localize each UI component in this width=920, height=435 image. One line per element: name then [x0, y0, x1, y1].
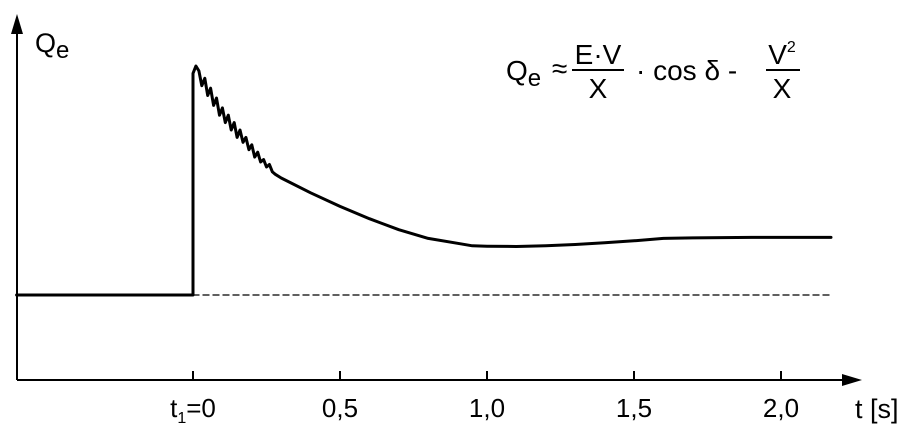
x-tick-label-0-suffix: =0 — [186, 393, 216, 423]
x-axis-arrowhead — [842, 374, 862, 386]
equation-lhs: Qe — [506, 55, 541, 92]
y-axis-label-main: Q — [35, 28, 56, 58]
equation-fraction1-denominator: X — [589, 73, 608, 104]
x-tick-label-0: t1=0 — [170, 393, 216, 427]
equation-fraction2-numerator-base: V — [768, 39, 787, 70]
x-tick-label-4: 2,0 — [763, 393, 799, 423]
equation-lhs-main: Q — [506, 55, 528, 86]
equation-fraction1-numerator: E·V — [575, 39, 622, 70]
x-tick-label-2: 1,0 — [469, 393, 505, 423]
x-axis-ticks: t1=0 0,5 1,0 1,5 2,0 — [170, 371, 799, 427]
equation-fraction2-exponent: 2 — [787, 39, 796, 56]
qe-response-curve — [15, 64, 833, 297]
equation-fraction2-denominator: X — [773, 73, 792, 104]
equation-fraction2-numerator: V2 — [768, 39, 796, 70]
series-group — [15, 64, 833, 297]
y-axis-arrowhead — [11, 14, 23, 34]
y-axis-label: Qe — [35, 28, 69, 64]
y-axis-label-subscript: e — [56, 37, 69, 64]
x-tick-label-3: 1,5 — [616, 393, 652, 423]
equation-lhs-subscript: e — [528, 65, 541, 92]
x-axis-label: t [s] — [855, 394, 899, 424]
x-tick-label-0-main: t — [170, 393, 178, 423]
equation-annotation: Qe ≈ E·V X · cos δ - V2 X — [506, 39, 800, 104]
x-tick-label-1: 0,5 — [322, 393, 358, 423]
equation-approx-sign: ≈ — [552, 53, 567, 84]
equation-middle-term: · cos δ - — [636, 55, 737, 86]
x-tick-label-0-subscript: 1 — [177, 410, 186, 427]
